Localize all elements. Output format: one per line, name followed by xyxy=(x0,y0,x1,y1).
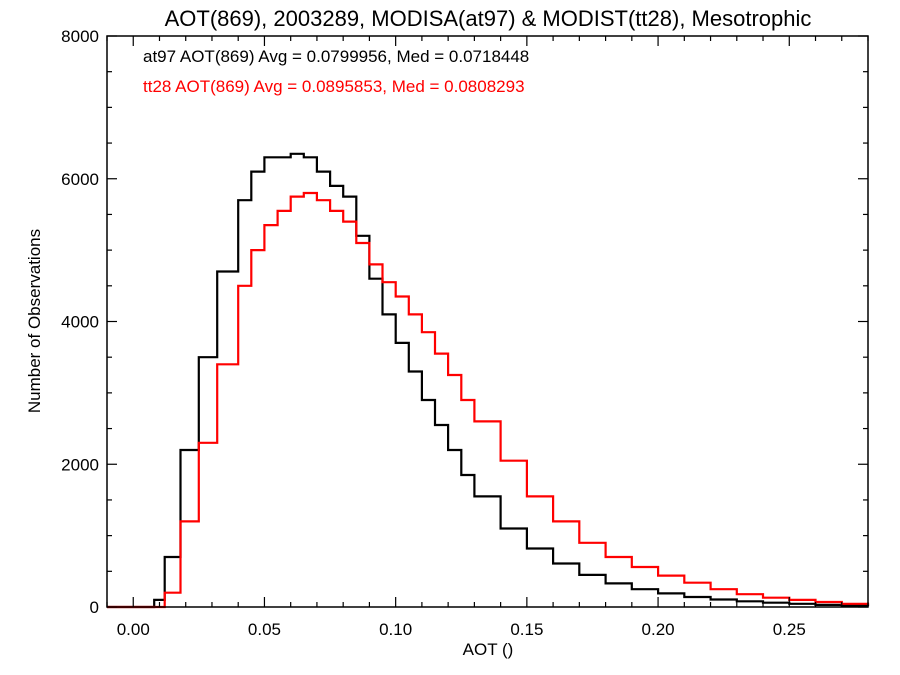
x-axis: 0.00 0.05 0.10 0.15 0.20 0.25 xyxy=(106,36,869,639)
x-tick-label: 0.20 xyxy=(642,620,675,639)
series-line-1 xyxy=(107,191,870,609)
x-tick-label: 0.00 xyxy=(117,620,150,639)
series-line-0 xyxy=(107,152,870,609)
y-tick-label: 6000 xyxy=(61,170,99,189)
y-tick-label: 2000 xyxy=(61,455,99,474)
legend-entry-tt28: tt28 AOT(869) Avg = 0.0895853, Med = 0.0… xyxy=(143,77,525,96)
y-tick-label: 4000 xyxy=(61,313,99,332)
series-layer xyxy=(107,152,870,609)
y-axis: 0 2000 4000 6000 8000 xyxy=(61,27,868,617)
x-tick-label: 0.10 xyxy=(379,620,412,639)
y-axis-title: Number of Observations xyxy=(25,229,44,413)
chart-title: AOT(869), 2003289, MODISA(at97) & MODIST… xyxy=(165,6,812,31)
x-tick-label: 0.15 xyxy=(510,620,543,639)
y-tick-label: 8000 xyxy=(61,27,99,46)
legend: at97 AOT(869) Avg = 0.0799956, Med = 0.0… xyxy=(143,47,529,96)
x-tick-label: 0.25 xyxy=(773,620,806,639)
legend-entry-at97: at97 AOT(869) Avg = 0.0799956, Med = 0.0… xyxy=(143,47,529,66)
y-tick-label: 0 xyxy=(90,598,99,617)
x-axis-title: AOT () xyxy=(463,640,514,659)
x-tick-label: 0.05 xyxy=(248,620,281,639)
